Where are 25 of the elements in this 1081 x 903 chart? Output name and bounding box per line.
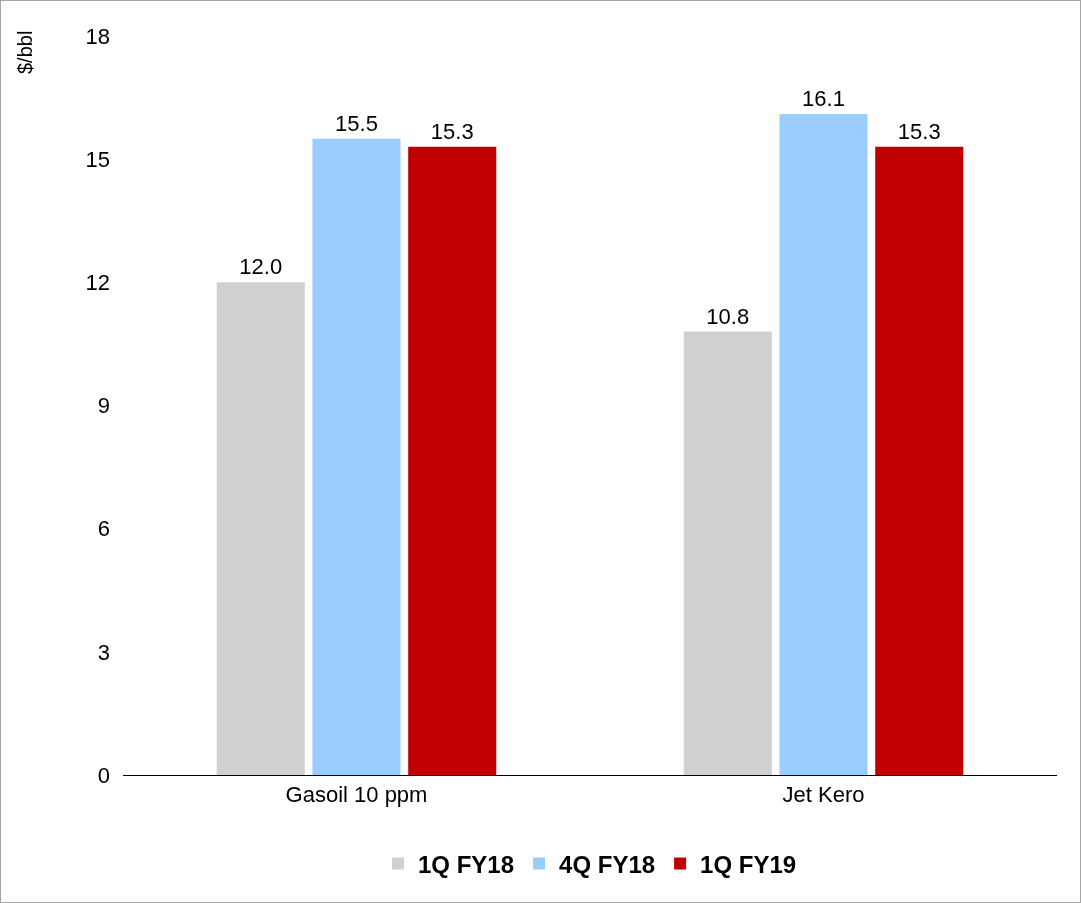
- data-label: 15.5: [335, 110, 378, 136]
- legend-label: 4Q FY18: [559, 850, 656, 878]
- bar: [779, 114, 868, 775]
- y-tick-label: 3: [97, 639, 110, 665]
- y-tick-label: 6: [97, 516, 110, 542]
- x-tick-label: Gasoil 10 ppm: [285, 782, 428, 808]
- bar: [408, 146, 497, 775]
- y-axis-title: $/bbl: [13, 30, 36, 75]
- bar: [875, 146, 964, 775]
- data-label: 16.1: [802, 86, 845, 112]
- legend-label: 1Q FY19: [700, 850, 797, 878]
- data-label: 10.8: [706, 303, 750, 329]
- bar: [683, 331, 772, 775]
- x-tick-label: Jet Kero: [782, 782, 865, 808]
- y-tick-label: 18: [85, 23, 110, 49]
- y-tick-label: 0: [97, 762, 110, 788]
- bar: [216, 282, 305, 775]
- data-label: 15.3: [430, 118, 474, 144]
- data-label: 12.0: [239, 254, 283, 280]
- y-tick-label: 12: [85, 270, 110, 296]
- legend-label: 1Q FY18: [418, 850, 515, 878]
- y-tick-label: 15: [85, 146, 110, 172]
- bar: [312, 138, 401, 775]
- y-tick-label: 9: [97, 393, 110, 419]
- data-label: 15.3: [897, 118, 941, 144]
